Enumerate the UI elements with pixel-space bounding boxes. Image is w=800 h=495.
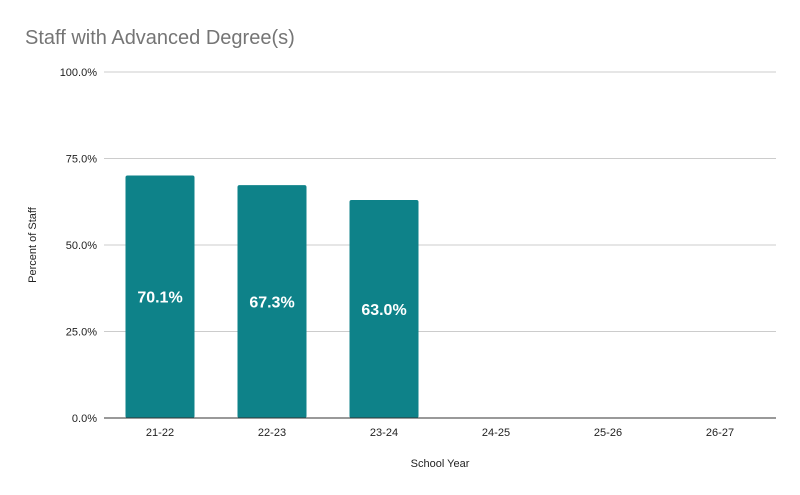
y-axis-title: Percent of Staff — [27, 206, 39, 283]
y-tick-label: 0.0% — [72, 413, 97, 425]
y-axis-ticks: 0.0% 25.0% 50.0% 75.0% 100.0% — [60, 67, 98, 425]
y-tick-label: 25.0% — [66, 327, 97, 339]
x-tick-label: 26-27 — [706, 427, 734, 439]
x-axis-title: School Year — [411, 458, 470, 470]
chart-title: Staff with Advanced Degree(s) — [25, 27, 295, 49]
x-tick-label: 23-24 — [370, 427, 398, 439]
x-axis-ticks: 21-22 22-23 23-24 24-25 25-26 26-27 — [146, 427, 734, 439]
x-tick-label: 21-22 — [146, 427, 174, 439]
gridlines — [104, 71, 776, 332]
x-tick-label: 25-26 — [594, 427, 622, 439]
y-tick-label: 50.0% — [66, 240, 97, 252]
x-tick-label: 22-23 — [258, 427, 286, 439]
y-tick-label: 100.0% — [60, 67, 98, 79]
bar — [349, 200, 419, 418]
x-tick-label: 24-25 — [482, 427, 510, 439]
bar-data-label: 63.0% — [361, 302, 406, 319]
bar-data-label: 70.1% — [137, 290, 182, 307]
bar — [237, 185, 307, 418]
y-tick-label: 75.0% — [66, 154, 97, 166]
bars: 70.1% 67.3% 63.0% — [125, 175, 419, 418]
bar-data-label: 67.3% — [249, 295, 294, 312]
bar — [125, 175, 195, 418]
